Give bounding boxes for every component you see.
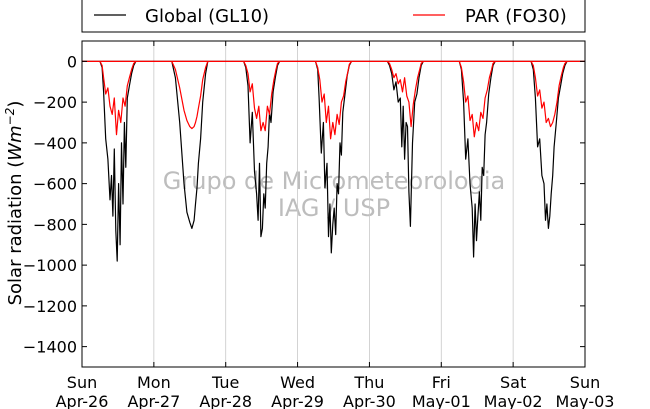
y-tick-label: −800 [33, 215, 77, 234]
x-tick-label-day: Sat [500, 373, 526, 392]
y-tick-label: −1400 [23, 338, 77, 357]
series-line [530, 60, 568, 128]
series-line [458, 60, 496, 138]
legend: Global (GL10) PAR (FO30) [81, 0, 586, 33]
x-tick-label-day: Sun [67, 373, 97, 392]
y-axis-title-rparen: ) [5, 101, 26, 108]
series-line [99, 60, 137, 136]
series-line [243, 61, 281, 238]
y-axis-title-exponent: −2 [3, 108, 17, 126]
series-line [314, 61, 353, 254]
series-line [386, 61, 424, 227]
series-layer [82, 60, 585, 262]
x-tick-label-day: Thu [353, 373, 384, 392]
x-tick-label-day: Tue [211, 373, 239, 392]
legend-label-global: Global (GL10) [145, 6, 269, 27]
vertical-gridlines [153, 41, 514, 367]
y-axis-title: Solar radiation (Wm−2) [3, 101, 26, 306]
legend-label-par: PAR (FO30) [465, 6, 567, 27]
series-line [458, 61, 496, 258]
series-line [530, 61, 568, 229]
series-global [82, 60, 585, 262]
series-par [82, 60, 585, 140]
series-line [99, 61, 137, 262]
axes: 0−200−400−600−800−1000−1200−1400SunApr-2… [23, 40, 615, 409]
x-tick-label-date: Apr-26 [56, 392, 109, 409]
watermark: Grupo de Micrometeorologia IAG / USP [163, 167, 505, 222]
x-tick-label-date: May-01 [412, 392, 471, 409]
y-tick-label: −1000 [23, 256, 77, 275]
x-tick-label-day: Sun [570, 373, 600, 392]
x-tick-label-date: May-03 [556, 392, 615, 409]
y-tick-label: −400 [33, 134, 77, 153]
series-line [171, 61, 209, 229]
series-line [243, 60, 281, 132]
x-tick-label-date: Apr-28 [199, 392, 252, 409]
x-tick-label-date: May-02 [484, 392, 543, 409]
y-axis-title-text: Solar radiation [5, 168, 26, 306]
x-tick-label-date: Apr-30 [343, 392, 396, 409]
legend-box [81, 0, 586, 33]
series-line [171, 61, 209, 130]
x-tick-label-date: Apr-27 [127, 392, 180, 409]
y-tick-label: −200 [33, 93, 77, 112]
x-tick-label-day: Fri [432, 373, 451, 392]
x-tick-label-day: Wed [280, 373, 315, 392]
y-tick-label: 0 [67, 52, 77, 71]
y-tick-label: −600 [33, 175, 77, 194]
series-line [314, 61, 352, 140]
x-tick-label-day: Mon [137, 373, 171, 392]
y-tick-label: −1200 [23, 297, 77, 316]
plot-frame [81, 40, 586, 368]
x-tick-label-date: Apr-29 [271, 392, 324, 409]
y-axis-title-lparen: ( [5, 161, 26, 168]
watermark-line-1: Grupo de Micrometeorologia [163, 167, 505, 195]
series-line [386, 60, 424, 128]
y-axis-title-unit: Wm [5, 125, 26, 160]
